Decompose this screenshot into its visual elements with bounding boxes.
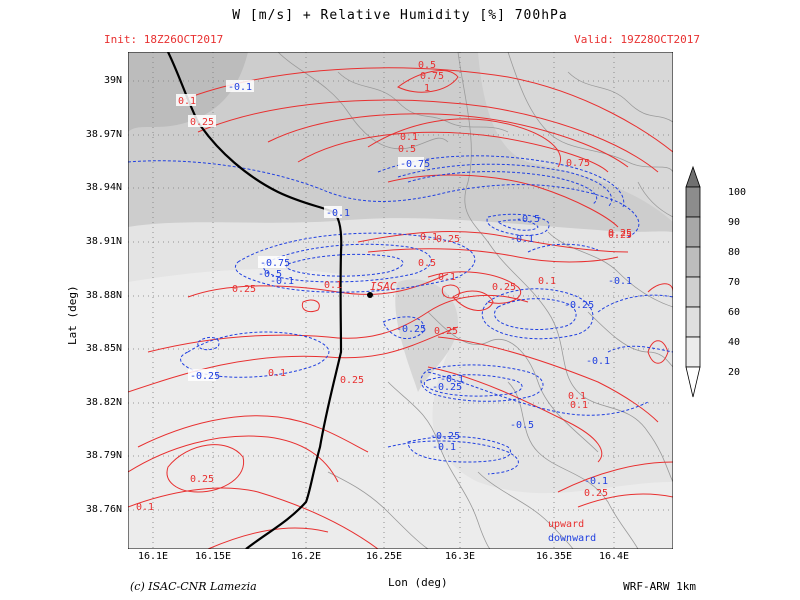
ytick-38.82: 38.82N: [85, 397, 122, 408]
ytick-38.79: 38.79N: [85, 450, 122, 461]
contour-label-blue-9: -0.25: [564, 300, 594, 311]
contour-label-red-9: 0.25: [608, 230, 632, 241]
xtick-16.25: 16.25E: [365, 551, 403, 562]
legend-downward: downward: [548, 533, 597, 544]
contour-label-blue-8: -0.1: [270, 276, 294, 287]
contour-label-red-19: 0.25: [340, 375, 364, 386]
xtick-16.4: 16.4E: [598, 551, 630, 562]
contour-label-red-7: 0.5: [398, 144, 416, 155]
contour-label-blue-16: -0.5: [510, 420, 534, 431]
contour-label-blue-11: -0.25: [396, 324, 426, 335]
contour-label-red-18: 0.1: [268, 368, 286, 379]
chart-title: W [m/s] + Relative Humidity [%] 700hPa: [232, 8, 568, 23]
xtick-16.3: 16.3E: [444, 551, 476, 562]
contour-label-blue-17: -0.25: [430, 431, 460, 442]
colorbar-label-20: 20: [728, 367, 741, 378]
upward-contours: [128, 67, 673, 549]
ytick-38.91: 38.91N: [85, 236, 122, 247]
valid-time: Valid: 19Z28OCT2017: [574, 33, 700, 46]
xtick-16.35: 16.35E: [535, 551, 573, 562]
ytick-39: 39N: [103, 75, 122, 86]
contour-label-red-10: 0.1: [420, 232, 438, 243]
ytick-38.97: 38.97N: [85, 129, 122, 140]
contour-label-red-26: 0.25: [608, 228, 632, 239]
colorbar-label-80: 80: [728, 247, 741, 258]
contour-label-blue-12: -0.25: [190, 371, 220, 382]
contour-label-red-21: 0.1: [570, 400, 588, 411]
contour-label-red-3: 0.5: [418, 60, 436, 71]
contour-label-red-25: 0.1: [538, 276, 556, 287]
colorbar-label-90: 90: [728, 217, 741, 228]
station-marker-icon: [367, 292, 373, 298]
contour-label-blue-1: -0.1: [228, 82, 252, 93]
colorbar-label-60: 60: [728, 307, 741, 318]
contour-label-red-4: 0.75: [420, 71, 444, 82]
map-panel: -0.1 0.1 0.25 0.5 0.75 1 0.1 0.5 -0.75 0…: [128, 52, 673, 549]
ytick-38.76: 38.76N: [85, 504, 122, 515]
colorbar-bottom-arrow-icon: [685, 366, 701, 398]
coastline: [167, 52, 343, 549]
y-axis-label: Lat (deg): [66, 285, 79, 345]
contour-label-red-17: 0.25: [434, 326, 458, 337]
ytick-38.94: 38.94N: [85, 182, 122, 193]
xtick-16.1: 16.1E: [137, 551, 169, 562]
contour-label-blue-7: -0.5: [258, 269, 282, 280]
contour-label-red-23: 0.1: [136, 502, 154, 513]
contour-label-blue-15: -0.25: [432, 382, 462, 393]
x-axis-label: Lon (deg): [388, 576, 448, 589]
rh-shade-patch: [395, 279, 458, 392]
xtick-16.15: 16.15E: [194, 551, 232, 562]
contour-label-red-1: 0.1: [178, 96, 196, 107]
legend-upward: upward: [548, 519, 585, 530]
contour-label-blue-2: -0.75: [400, 159, 430, 170]
station-label: ISAC: [370, 280, 397, 293]
contour-label-red-2: 0.25: [190, 117, 214, 128]
model-text: WRF-ARW 1km: [623, 580, 696, 593]
colorbar-label-100: 100: [728, 187, 747, 198]
contour-label-red-22: 0.25: [190, 474, 214, 485]
contour-label-red-14: 0.25: [232, 284, 256, 295]
colorbar-label-70: 70: [728, 277, 741, 288]
contour-label-blue-13: -0.1: [586, 356, 610, 367]
rh-shade-ne: [478, 52, 673, 222]
contour-label-blue-3: -0.1: [326, 208, 350, 219]
contour-label-blue-4: -0.5: [516, 214, 540, 225]
contour-label-red-20: 0.1: [568, 391, 586, 402]
contour-label-red-12: 0.5: [418, 258, 436, 269]
contour-label-blue-5: -0.1: [510, 234, 534, 245]
credit-text: (c) ISAC-CNR Lamezia: [130, 580, 257, 593]
colorbar-label-40: 40: [728, 337, 741, 348]
contour-label-blue-18: -0.1: [432, 442, 456, 453]
contour-label-group: -0.1 0.1 0.25 0.5 0.75 1 0.1 0.5 -0.75 0…: [136, 60, 632, 513]
colorbar-top-arrow-icon: [685, 165, 701, 188]
ytick-38.85: 38.85N: [85, 343, 122, 354]
contour-label-red-8: 0.75: [566, 158, 590, 169]
grid-lines: [128, 52, 673, 549]
xtick-16.2: 16.2E: [290, 551, 322, 562]
contour-label-blue-10: -0.1: [608, 276, 632, 287]
contour-label-red-15: 0.1: [324, 280, 342, 291]
contour-label-red-16: 0.25: [492, 282, 516, 293]
rh-colorbar: [685, 165, 701, 398]
ytick-38.88: 38.88N: [85, 290, 122, 301]
contour-label-red-6: 0.1: [400, 132, 418, 143]
rh-shade-nw: [128, 52, 248, 132]
contour-label-red-24: 0.25: [584, 488, 608, 499]
contour-label-red-13: 0.1: [438, 272, 456, 283]
contour-label-red-5: 1: [424, 83, 430, 94]
contour-label-blue-6: -0.75: [260, 258, 290, 269]
contour-label-blue-14: -0.1: [440, 374, 464, 385]
init-time: Init: 18Z26OCT2017: [104, 33, 224, 46]
downward-contours: [128, 155, 673, 475]
contour-label-blue-19: -0.1: [584, 476, 608, 487]
contour-label-red-11: 0.25: [436, 234, 460, 245]
rh-shade-low: [128, 269, 673, 549]
